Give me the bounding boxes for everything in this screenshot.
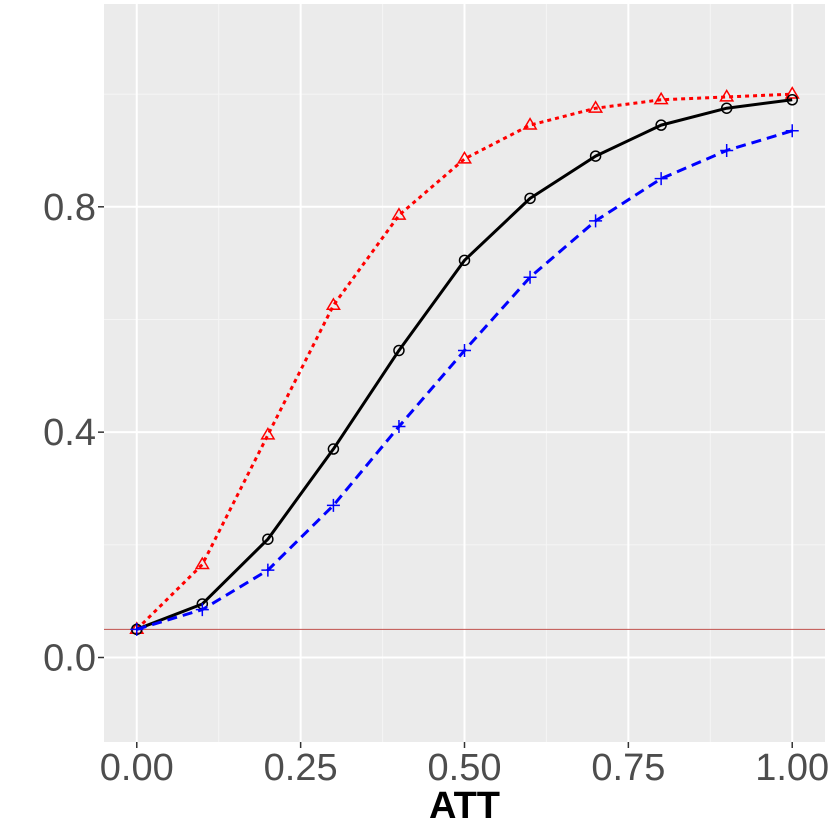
data-point-plus xyxy=(130,622,144,636)
data-point-triangle xyxy=(784,86,800,99)
data-point-plus xyxy=(785,124,799,138)
y-tick-label: 0.4 xyxy=(43,412,96,454)
data-point-triangle xyxy=(653,91,669,105)
data-point-plus xyxy=(720,143,734,157)
data-point-circle xyxy=(524,192,536,205)
data-point-triangle xyxy=(260,427,276,440)
data-point-circle xyxy=(262,533,274,545)
data-point-plus xyxy=(458,343,471,357)
data-point-plus xyxy=(589,214,603,228)
data-point-circle xyxy=(655,119,667,131)
series-plus xyxy=(130,124,799,636)
series-layer xyxy=(129,86,800,636)
data-point-circle xyxy=(458,254,471,267)
x-tick-label: 0.75 xyxy=(591,747,665,789)
data-point-circle xyxy=(786,94,798,106)
x-tick-label: 0.50 xyxy=(428,747,502,789)
data-point-triangle xyxy=(588,100,604,113)
data-point-triangle xyxy=(325,297,341,311)
x-tick-label: 0.00 xyxy=(100,747,174,789)
x-tick-label: 1.00 xyxy=(755,747,829,789)
x-axis-title: ATT xyxy=(429,785,500,827)
axis-ticks: 0.00 0.25 0.50 0.75 1.00 0.0 0.4 0.8 xyxy=(43,187,829,789)
major-gridlines xyxy=(104,4,825,742)
series-line-circle xyxy=(136,98,793,631)
data-point-circle xyxy=(720,102,733,114)
data-point-plus xyxy=(654,172,668,186)
data-point-triangle xyxy=(194,556,210,570)
y-tick-label: 0.0 xyxy=(43,637,96,679)
x-tick-label: 0.25 xyxy=(264,747,338,789)
data-point-plus xyxy=(195,603,209,617)
data-point-plus xyxy=(326,498,340,512)
data-point-circle xyxy=(393,344,405,357)
data-point-plus xyxy=(392,420,406,434)
data-point-triangle xyxy=(719,88,735,102)
series-circle xyxy=(131,94,798,636)
data-point-circle xyxy=(589,150,602,162)
data-point-circle xyxy=(327,443,340,455)
y-tick-label: 0.8 xyxy=(43,187,96,229)
data-point-plus xyxy=(523,270,537,284)
data-point-triangle xyxy=(457,150,472,164)
series-line-triangle xyxy=(135,92,793,631)
data-point-triangle xyxy=(391,207,407,220)
data-point-plus xyxy=(261,563,275,577)
data-point-triangle xyxy=(522,117,538,130)
